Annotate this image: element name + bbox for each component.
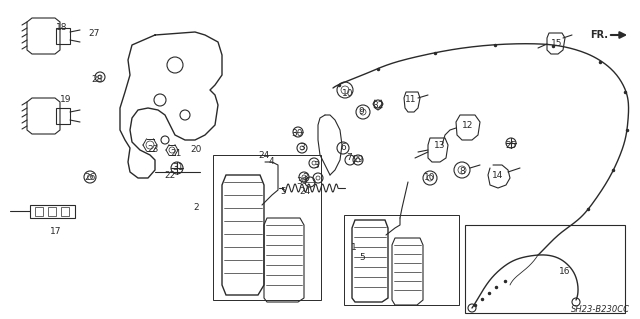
Text: 32: 32 bbox=[372, 100, 384, 109]
Text: 3: 3 bbox=[299, 144, 305, 152]
Bar bbox=[35, 207, 43, 216]
Text: 4: 4 bbox=[268, 157, 274, 166]
Text: 9: 9 bbox=[358, 108, 364, 116]
Bar bbox=[61, 207, 69, 216]
Text: 17: 17 bbox=[51, 227, 61, 236]
Text: 21: 21 bbox=[170, 149, 182, 158]
Bar bbox=[465, 225, 625, 313]
Text: 29: 29 bbox=[352, 155, 364, 165]
Text: 19: 19 bbox=[60, 95, 72, 105]
Text: 16: 16 bbox=[559, 268, 571, 277]
Text: 27: 27 bbox=[88, 28, 100, 38]
Text: 30: 30 bbox=[291, 129, 303, 137]
Text: 23: 23 bbox=[147, 145, 159, 153]
Text: 3: 3 bbox=[313, 160, 319, 169]
Text: 28: 28 bbox=[92, 76, 102, 85]
Text: 24: 24 bbox=[259, 151, 269, 160]
Text: 2: 2 bbox=[193, 203, 199, 211]
Text: 24: 24 bbox=[300, 188, 310, 197]
Text: 22: 22 bbox=[164, 170, 175, 180]
Bar bbox=[344, 215, 459, 305]
Text: 15: 15 bbox=[551, 39, 563, 48]
Text: 18: 18 bbox=[56, 23, 68, 32]
Text: SH23-B230CC: SH23-B230CC bbox=[571, 306, 630, 315]
Text: 25: 25 bbox=[506, 140, 516, 150]
Text: 10: 10 bbox=[342, 88, 354, 98]
Text: 13: 13 bbox=[435, 140, 445, 150]
Text: 10: 10 bbox=[424, 174, 436, 182]
Text: 14: 14 bbox=[492, 170, 504, 180]
Text: FR.: FR. bbox=[590, 30, 608, 40]
Text: 20: 20 bbox=[190, 145, 202, 153]
Text: 30: 30 bbox=[296, 177, 308, 187]
Text: 6: 6 bbox=[340, 143, 346, 152]
Text: 5: 5 bbox=[280, 188, 286, 197]
Text: 5: 5 bbox=[359, 253, 365, 262]
Text: 31: 31 bbox=[172, 164, 184, 173]
Bar bbox=[213, 155, 321, 300]
Bar bbox=[48, 207, 56, 216]
Text: 7: 7 bbox=[346, 153, 352, 162]
Text: 1: 1 bbox=[351, 243, 357, 253]
Text: 11: 11 bbox=[405, 95, 417, 105]
Text: 3: 3 bbox=[302, 174, 308, 182]
Text: 26: 26 bbox=[84, 174, 96, 182]
Text: 8: 8 bbox=[459, 167, 465, 176]
Text: 12: 12 bbox=[462, 121, 474, 130]
